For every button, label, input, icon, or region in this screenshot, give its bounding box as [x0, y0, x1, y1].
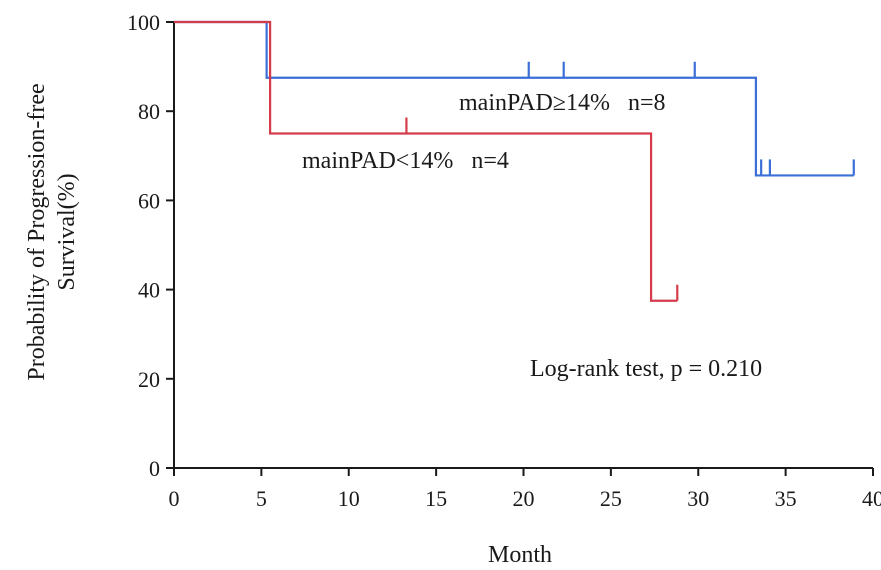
y-tick-label-20: 20 — [138, 367, 160, 392]
series-layer — [174, 20, 855, 302]
y-ticks: 0 20 40 60 80 100 — [127, 10, 174, 481]
y-tick-label-0: 0 — [149, 456, 160, 481]
x-tick-label-0: 0 — [169, 486, 180, 511]
logrank-annotation: Log-rank test, p = 0.210 — [530, 356, 762, 382]
y-tick-label-40: 40 — [138, 278, 160, 303]
x-tick-label-30: 30 — [687, 486, 709, 511]
x-tick-label-5: 5 — [256, 486, 267, 511]
x-axis-title: Month — [488, 542, 552, 568]
series-line-1 — [174, 20, 678, 302]
series-label-low: mainPAD<14% n=4 — [302, 148, 509, 174]
x-tick-label-35: 35 — [775, 486, 797, 511]
y-axis-title: Probability of Progression-free Survival… — [24, 83, 80, 380]
y-axis-title-line-2: Survival(%) — [54, 173, 80, 290]
y-axis-title-line-1: Probability of Progression-free — [24, 83, 50, 380]
y-tick-label-60: 60 — [138, 188, 160, 213]
x-tick-label-20: 20 — [513, 486, 535, 511]
x-tick-label-15: 15 — [425, 486, 447, 511]
x-tick-label-25: 25 — [600, 486, 622, 511]
x-tick-label-40: 40 — [862, 486, 881, 511]
x-ticks: 0 5 10 15 20 25 30 35 40 — [169, 468, 881, 511]
series-label-high: mainPAD≥14% n=8 — [459, 90, 666, 116]
y-tick-label-100: 100 — [127, 10, 160, 35]
x-tick-label-10: 10 — [338, 486, 360, 511]
y-tick-label-80: 80 — [138, 99, 160, 124]
